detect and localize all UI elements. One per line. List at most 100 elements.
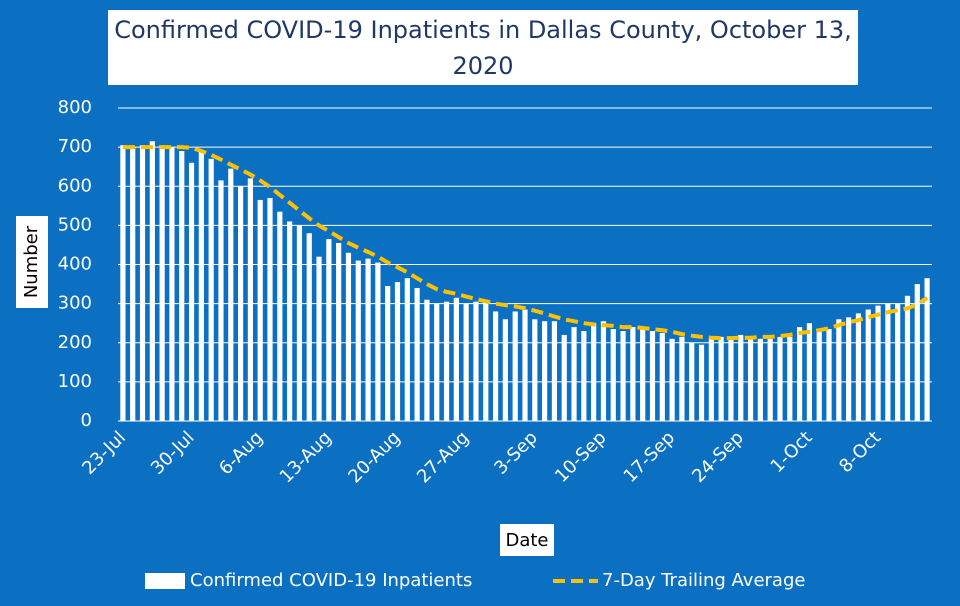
y-tick-label: 200 — [58, 332, 92, 353]
bar — [679, 336, 685, 421]
bar — [287, 221, 293, 421]
legend-label: Confirmed COVID-19 Inpatients — [190, 570, 472, 591]
bar — [591, 323, 597, 421]
bar — [473, 301, 479, 421]
legend-swatch — [145, 573, 185, 589]
bar — [630, 327, 636, 421]
bar — [855, 313, 862, 421]
bar — [875, 305, 881, 421]
bar — [424, 299, 430, 421]
y-tick-label: 600 — [58, 175, 92, 196]
bar — [483, 299, 489, 421]
bar — [924, 278, 930, 421]
x-tick-label: 3-Sep — [490, 427, 542, 479]
y-tick-label: 0 — [81, 410, 92, 431]
bar — [277, 211, 283, 421]
bar — [826, 329, 832, 421]
x-tick-label: 24-Sep — [688, 427, 748, 487]
bar — [385, 286, 391, 421]
bar — [885, 303, 891, 421]
bar — [345, 252, 352, 421]
bar — [237, 186, 244, 421]
x-tick-label: 6-Aug — [215, 427, 267, 479]
bar — [218, 180, 224, 421]
y-tick-label: 800 — [58, 97, 92, 118]
bar — [267, 197, 273, 421]
bar — [728, 338, 734, 421]
bar — [139, 145, 146, 421]
bar — [394, 282, 401, 421]
x-tick-label: 10-Sep — [551, 427, 611, 487]
x-label-box — [500, 524, 554, 556]
bar — [895, 303, 901, 421]
x-tick-label: 23-Jul — [78, 427, 130, 479]
bar — [130, 147, 136, 421]
bar — [296, 225, 303, 421]
x-tick-label: 27-Aug — [413, 427, 473, 487]
bar — [640, 329, 646, 421]
bar — [306, 233, 312, 421]
bar — [610, 329, 616, 421]
bar — [375, 262, 381, 421]
y-tick-label: 100 — [58, 371, 92, 392]
y-axis-label: Number — [21, 225, 42, 298]
bar — [904, 295, 911, 421]
bar — [659, 332, 665, 421]
bar — [698, 344, 705, 421]
legend-label: 7-Day Trailing Average — [602, 570, 805, 591]
x-tick-label: 8-Oct — [835, 427, 885, 477]
x-tick-label: 20-Aug — [344, 427, 404, 487]
bar — [669, 338, 675, 421]
bar — [718, 336, 724, 421]
y-tick-label: 700 — [58, 136, 92, 157]
bar — [326, 239, 332, 421]
bar — [747, 336, 754, 421]
bar — [492, 311, 499, 421]
bar — [865, 309, 871, 421]
x-tick-label: 17-Sep — [620, 427, 680, 487]
bar — [581, 331, 587, 421]
bar — [846, 317, 852, 421]
bar — [414, 287, 420, 421]
bar — [914, 284, 920, 421]
bar — [463, 303, 469, 421]
x-tick-label: 1-Oct — [767, 427, 817, 477]
bar — [600, 321, 607, 421]
bar — [738, 334, 744, 421]
y-tick-label: 500 — [58, 214, 92, 235]
bar — [836, 319, 842, 421]
bar — [757, 338, 763, 421]
bar — [797, 327, 803, 421]
y-label-box — [16, 216, 48, 308]
bar — [512, 311, 518, 421]
bar — [806, 323, 813, 421]
bar — [532, 319, 538, 421]
bar — [247, 178, 253, 421]
bar — [443, 301, 450, 421]
bar — [767, 338, 773, 421]
bar — [404, 278, 410, 421]
bar — [434, 303, 440, 421]
bar — [208, 158, 214, 422]
bar — [816, 329, 822, 421]
bar — [708, 338, 714, 421]
bar — [649, 331, 656, 421]
bar — [188, 162, 195, 421]
y-tick-label: 400 — [58, 254, 92, 275]
bar — [257, 199, 263, 421]
x-tick-label: 30-Jul — [147, 427, 199, 479]
bar — [571, 327, 577, 421]
bar — [453, 297, 459, 421]
chart-title: Confirmed COVID-19 Inpatients in Dallas … — [108, 10, 858, 85]
bar — [551, 321, 558, 421]
average-line — [122, 145, 929, 341]
bar — [620, 331, 626, 421]
bar — [149, 141, 155, 421]
bar — [198, 151, 204, 421]
bar — [561, 334, 567, 421]
bar — [169, 147, 175, 421]
bar — [542, 321, 548, 421]
y-tick-label: 300 — [58, 293, 92, 314]
